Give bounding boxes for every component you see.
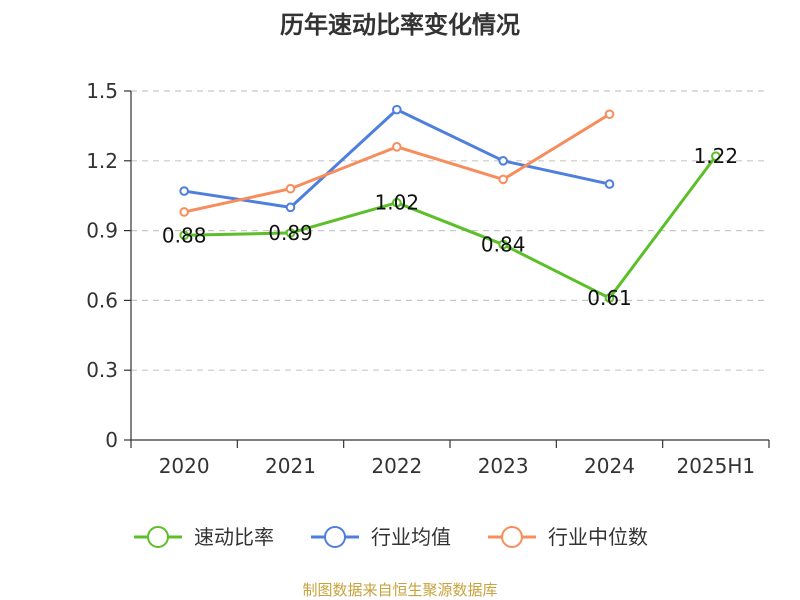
y-tick-label: 1.2 [86,149,118,173]
legend-marker-icon [324,526,346,548]
legend-item[interactable]: 行业中位数 [488,525,648,549]
series-line [184,155,718,300]
x-tick-label: 2021 [265,454,316,478]
data-point [392,197,402,208]
legend-item[interactable]: 速动比率 [134,525,274,549]
legend-label: 速动比率 [194,525,274,549]
x-tick-label: 2023 [478,454,529,478]
legend-item[interactable]: 行业均值 [311,525,451,549]
data-point [498,174,508,185]
data-point [285,228,296,238]
data-point [179,186,189,196]
data-point [498,156,508,166]
source-note: 制图数据来自恒生聚源数据库 [302,581,497,599]
y-tick-label: 0 [105,428,118,452]
data-point [604,109,615,120]
y-tick-label: 1.5 [86,79,118,103]
chart-title: 历年速动比率变化情况 [280,11,520,39]
data-labels: 0.88 0.89 1.02 0.84 0.61 1.22 [162,144,738,310]
data-label: 0.89 [268,221,313,245]
x-tick-label: 2025H1 [676,454,755,478]
data-point [179,207,189,217]
data-point [179,230,189,241]
data-point [285,183,296,194]
data-point [285,202,296,213]
data-point [604,293,615,303]
legend-label: 行业均值 [371,525,451,549]
data-label: 0.84 [481,233,526,257]
legend-label: 行业中位数 [548,525,648,549]
y-tick-label: 0.3 [86,358,118,382]
y-tick-label: 0.6 [86,288,118,312]
legend[interactable]: 速动比率 行业均值 行业中位数 [134,525,648,549]
y-tick-label: 0.9 [86,219,118,243]
data-point [392,104,402,115]
data-point [498,239,508,250]
x-tick-label: 2024 [584,454,635,478]
x-tick-label: 2022 [371,454,422,478]
data-point [711,151,721,161]
legend-marker-icon [501,526,523,548]
data-point [604,179,615,189]
grid-lines [131,90,769,371]
axes: 0 0.3 0.6 0.9 1.2 1.5 2020 2021 2022 2023 2024 2025… [86,79,770,478]
series-lines [179,104,721,303]
data-point [392,142,402,152]
data-label: 0.61 [587,286,632,310]
legend-marker-icon [147,526,169,548]
data-label: 1.02 [375,191,420,215]
x-tick-label: 2020 [159,454,210,478]
data-label: 0.88 [162,223,207,247]
data-label: 1.22 [694,144,739,168]
